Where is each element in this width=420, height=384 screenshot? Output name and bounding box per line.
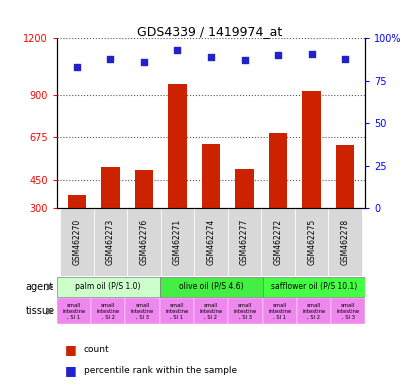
- Point: [174, 47, 181, 53]
- Bar: [269, 133, 287, 208]
- Bar: [57, 277, 160, 297]
- Bar: [328, 208, 362, 276]
- Bar: [297, 298, 331, 324]
- Bar: [194, 208, 228, 276]
- Text: palm oil (P/S 1.0): palm oil (P/S 1.0): [76, 282, 141, 291]
- Bar: [336, 145, 354, 208]
- Text: GSM462270: GSM462270: [72, 219, 81, 265]
- Bar: [161, 208, 194, 276]
- Text: count: count: [84, 345, 110, 354]
- Text: small
intestine
, SI 1: small intestine , SI 1: [165, 303, 189, 319]
- Text: GSM462275: GSM462275: [307, 219, 316, 265]
- Bar: [295, 208, 328, 276]
- Text: GSM462276: GSM462276: [139, 219, 148, 265]
- Text: safflower oil (P/S 10.1): safflower oil (P/S 10.1): [271, 282, 357, 291]
- Bar: [202, 144, 220, 208]
- Text: olive oil (P/S 4.6): olive oil (P/S 4.6): [179, 282, 243, 291]
- Bar: [57, 298, 91, 324]
- Bar: [228, 208, 261, 276]
- Text: small
intestine
, SI 3: small intestine , SI 3: [131, 303, 154, 319]
- Bar: [135, 170, 153, 208]
- Bar: [228, 298, 262, 324]
- Bar: [127, 208, 161, 276]
- Text: GSM462277: GSM462277: [240, 219, 249, 265]
- Bar: [262, 277, 365, 297]
- Bar: [235, 169, 254, 208]
- Bar: [331, 298, 365, 324]
- Bar: [160, 298, 194, 324]
- Text: ■: ■: [65, 343, 77, 356]
- Bar: [125, 298, 160, 324]
- Point: [275, 52, 281, 58]
- Text: small
intestine
, SI 1: small intestine , SI 1: [62, 303, 86, 319]
- Bar: [94, 208, 127, 276]
- Text: percentile rank within the sample: percentile rank within the sample: [84, 366, 237, 375]
- Point: [241, 57, 248, 63]
- Text: GSM462271: GSM462271: [173, 219, 182, 265]
- Text: small
intestine
, SI 2: small intestine , SI 2: [200, 303, 223, 319]
- Text: GDS4339 / 1419974_at: GDS4339 / 1419974_at: [137, 25, 283, 38]
- Point: [141, 59, 147, 65]
- Bar: [160, 277, 262, 297]
- Bar: [262, 298, 297, 324]
- Text: small
intestine
, SI 1: small intestine , SI 1: [268, 303, 291, 319]
- Bar: [60, 208, 94, 276]
- Bar: [302, 91, 321, 208]
- Text: GSM462274: GSM462274: [207, 219, 215, 265]
- Bar: [261, 208, 295, 276]
- Bar: [101, 167, 120, 208]
- Text: GSM462278: GSM462278: [341, 219, 350, 265]
- Bar: [194, 298, 228, 324]
- Text: small
intestine
, SI 2: small intestine , SI 2: [97, 303, 120, 319]
- Text: small
intestine
, SI 2: small intestine , SI 2: [302, 303, 326, 319]
- Point: [308, 51, 315, 57]
- Text: small
intestine
, SI 3: small intestine , SI 3: [336, 303, 360, 319]
- Bar: [68, 195, 86, 208]
- Point: [208, 54, 215, 60]
- Bar: [168, 84, 187, 208]
- Text: ■: ■: [65, 364, 77, 377]
- Point: [107, 56, 114, 62]
- Text: GSM462272: GSM462272: [274, 219, 283, 265]
- Point: [342, 56, 349, 62]
- Text: small
intestine
, SI 3: small intestine , SI 3: [234, 303, 257, 319]
- Text: tissue: tissue: [26, 306, 55, 316]
- Point: [74, 64, 80, 70]
- Text: agent: agent: [26, 282, 54, 292]
- Text: GSM462273: GSM462273: [106, 219, 115, 265]
- Bar: [91, 298, 125, 324]
